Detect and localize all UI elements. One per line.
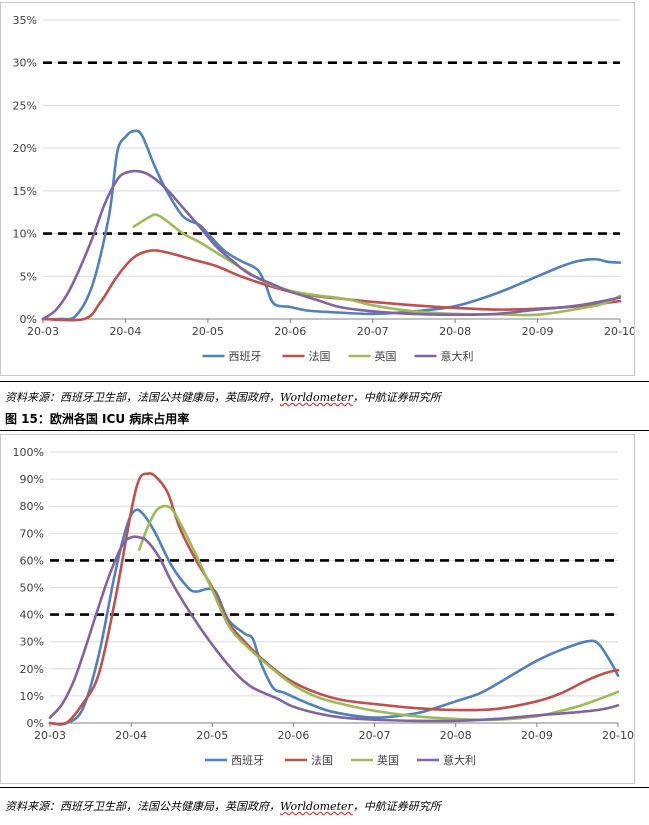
divider-line-1: [0, 381, 649, 382]
chart-1-frame: 0% 5% 10% 15% 20% 25% 30% 35% 20-03 20-04 20-05 20-…: [0, 2, 636, 376]
x-tick-label: 20-04: [109, 325, 141, 338]
source-note-1-suffix: ，中航证券研究所: [352, 391, 441, 404]
x-tick-label: 20-04: [115, 729, 147, 742]
source-note-2-worldometer: Worldometer: [280, 800, 353, 813]
y-tick-label: 15%: [13, 185, 37, 198]
series-line-1: [41, 129, 622, 321]
figure-title: 图 15：欧洲各国 ICU 病床占用率: [5, 412, 190, 426]
source-note-2-suffix: ，中航证券研究所: [352, 800, 441, 813]
legend-label: 英国: [377, 753, 399, 767]
divider-line-3: [0, 787, 649, 788]
series-line-2: [41, 249, 622, 322]
series-line-4: [41, 169, 622, 321]
legend-label: 西班牙: [229, 350, 262, 363]
legend-label: 英国: [375, 349, 397, 363]
x-tick-label: 20-09: [521, 729, 553, 742]
x-tick-label: 20-08: [440, 729, 472, 742]
source-note-2: 资料来源：西班牙卫生部，法国公共健康局，英国政府，Worldometer，中航证…: [5, 798, 441, 814]
x-tick-label: 20-06: [277, 729, 309, 742]
legend-label: 法国: [309, 349, 331, 363]
series-line-2: [48, 472, 620, 726]
y-tick-label: 0%: [27, 717, 44, 730]
y-tick-label: 20%: [20, 663, 44, 676]
divider-line-2: [0, 430, 649, 431]
legend-label: 意大利: [443, 753, 476, 767]
source-note-1-prefix: 资料来源：西班牙卫生部，法国公共健康局，英国政府，: [5, 391, 280, 404]
chart-2-svg: 0% 10% 20% 30% 40% 50% 60% 70% 80% 90% 100% 20-03 20…: [13, 446, 634, 767]
y-tick-label: 5%: [20, 270, 37, 283]
y-tick-label: 50%: [20, 582, 44, 595]
x-tick-label: 20-07: [357, 325, 389, 338]
legend-label: 法国: [311, 753, 333, 767]
y-tick-label: 30%: [20, 636, 44, 649]
x-tick-label: 20-10: [602, 729, 634, 742]
y-tick-label: 10%: [20, 690, 44, 703]
y-tick-label: 70%: [20, 527, 44, 540]
legend-label: 西班牙: [231, 754, 264, 767]
y-tick-label: 20%: [13, 142, 37, 155]
series-line-3: [132, 213, 622, 317]
series-line-4: [48, 535, 620, 723]
x-tick-label: 20-10: [604, 325, 634, 338]
x-tick-label: 20-03: [34, 729, 66, 742]
x-tick-label: 20-05: [192, 325, 224, 338]
x-tick-label: 20-07: [359, 729, 391, 742]
y-tick-label: 0%: [20, 313, 37, 326]
y-tick-label: 25%: [13, 99, 37, 112]
source-note-1: 资料来源：西班牙卫生部，法国公共健康局，英国政府，Worldometer，中航证…: [5, 389, 441, 405]
chart-1-svg: 0% 5% 10% 15% 20% 25% 30% 35% 20-03 20-04 20-05 20-…: [13, 14, 636, 363]
source-note-2-prefix: 资料来源：西班牙卫生部，法国公共健康局，英国政府，: [5, 800, 280, 813]
y-tick-label: 90%: [20, 473, 44, 486]
x-tick-label: 20-05: [196, 729, 228, 742]
chart-2-frame: 0% 10% 20% 30% 40% 50% 60% 70% 80% 90% 100% 20-03 20…: [0, 434, 635, 784]
y-tick-label: 100%: [13, 446, 44, 459]
y-tick-label: 30%: [13, 57, 37, 70]
series-line-3: [138, 504, 620, 722]
y-tick-label: 35%: [13, 14, 37, 27]
x-tick-label: 20-08: [439, 325, 471, 338]
y-tick-label: 60%: [20, 554, 44, 567]
x-tick-label: 20-06: [274, 325, 306, 338]
x-tick-label: 20-03: [27, 325, 59, 338]
legend-label: 意大利: [441, 349, 474, 363]
y-tick-label: 80%: [20, 500, 44, 513]
x-tick-label: 20-09: [522, 325, 554, 338]
y-tick-label: 40%: [20, 609, 44, 622]
y-tick-label: 10%: [13, 228, 37, 241]
source-note-1-worldometer: Worldometer: [280, 391, 353, 404]
series-line-1: [48, 508, 620, 726]
